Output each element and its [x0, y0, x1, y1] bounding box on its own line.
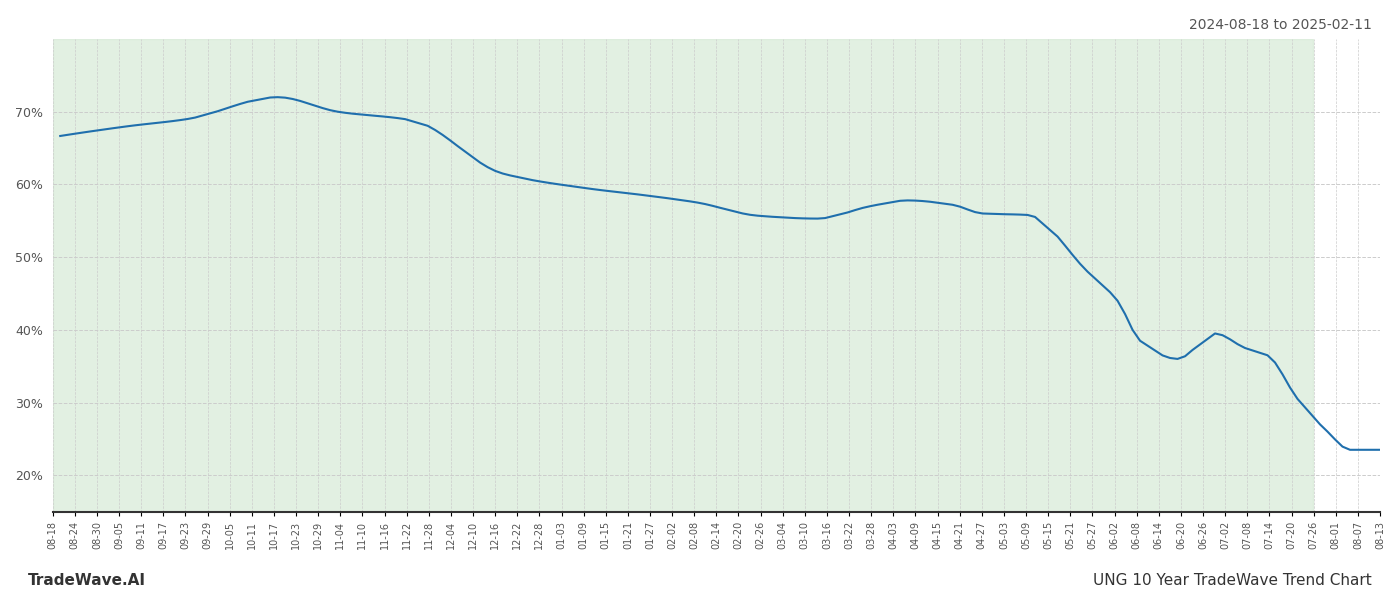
Text: TradeWave.AI: TradeWave.AI — [28, 573, 146, 588]
Text: UNG 10 Year TradeWave Trend Chart: UNG 10 Year TradeWave Trend Chart — [1093, 573, 1372, 588]
Text: 2024-08-18 to 2025-02-11: 2024-08-18 to 2025-02-11 — [1189, 18, 1372, 32]
